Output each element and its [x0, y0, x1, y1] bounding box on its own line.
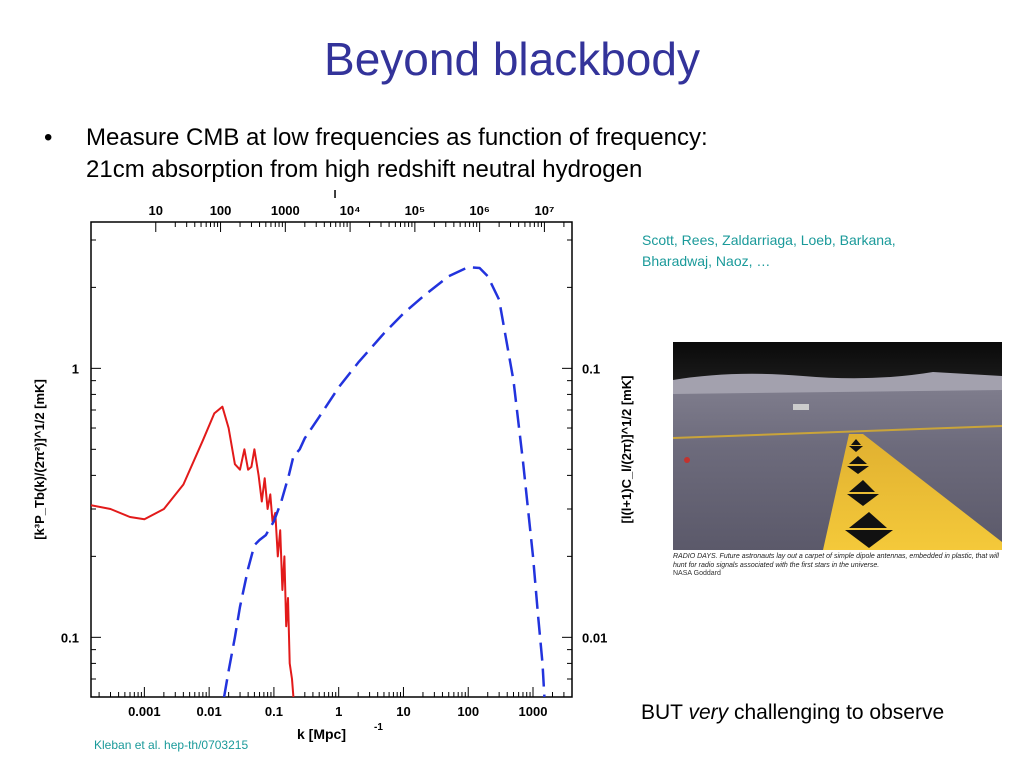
top-tick-label: 10⁵ [405, 203, 426, 218]
top-tick-label: 1000 [271, 203, 300, 218]
x-tick-label: 1 [335, 704, 342, 719]
photo-credit: NASA Goddard [673, 570, 721, 577]
slide-title: Beyond blackbody [324, 33, 700, 85]
x-tick-label: 1000 [519, 704, 548, 719]
top-tick-label: 10⁶ [469, 203, 489, 218]
y-tick-label-left: 0.1 [61, 630, 79, 645]
x-tick-label: 100 [457, 704, 479, 719]
challenge-suffix: challenging to observe [728, 701, 945, 724]
top-tick-label: 10⁴ [340, 203, 361, 218]
top-tick-label: 10⁷ [534, 203, 554, 218]
bullet-line-2: 21cm absorption from high redshift neutr… [86, 156, 643, 183]
bullet-item: Measure CMB at low frequencies as functi… [86, 122, 708, 186]
bullet-line-1: Measure CMB at low frequencies as functi… [86, 124, 708, 151]
challenge-prefix: BUT [641, 701, 689, 724]
reference-authors: Scott, Rees, Zaldarriaga, Loeb, Barkana,… [642, 230, 982, 272]
citation: Kleban et al. hep-th/0703215 [94, 738, 249, 752]
x-axis-label-exponent: -1 [374, 722, 383, 733]
top-axis-label: l [333, 189, 336, 201]
x-axis-label: k [Mpc] [297, 726, 346, 742]
x-tick-label: 0.1 [265, 704, 283, 719]
reference-line-1: Scott, Rees, Zaldarriaga, Loeb, Barkana, [642, 232, 896, 248]
y-tick-label-right: 0.1 [582, 361, 600, 376]
challenge-emphasis: very [688, 701, 729, 724]
bullet-marker: • [44, 124, 53, 151]
series-line-2 [222, 265, 546, 697]
y-axis-label-left: [k³P_Tb(k)/(2π²)]^1/2 [mK] [32, 379, 47, 540]
y-tick-label-right: 0.01 [582, 630, 607, 645]
challenge-note: BUT very challenging to observe [641, 701, 944, 725]
reference-line-2: Bharadwaj, Naoz, … [642, 253, 771, 269]
y-tick-label-left: 1 [72, 361, 79, 376]
x-tick-label: 0.001 [128, 704, 161, 719]
lunar-antenna-image [673, 342, 1002, 550]
x-tick-label: 0.01 [196, 704, 221, 719]
x-tick-label: 10 [396, 704, 410, 719]
series-line-1 [91, 405, 295, 697]
y-axis-label-right: [l(l+1)C_l/(2π)]^1/2 [mK] [619, 376, 634, 524]
plot-frame [90, 221, 573, 698]
lunar-antenna-illustration [673, 342, 1002, 550]
top-tick-label: 100 [210, 203, 232, 218]
photo-caption-text: RADIO DAYS. Future astronauts lay out a … [673, 553, 999, 569]
top-tick-label: 10 [149, 203, 163, 218]
photo-caption: RADIO DAYS. Future astronauts lay out a … [673, 553, 1002, 579]
